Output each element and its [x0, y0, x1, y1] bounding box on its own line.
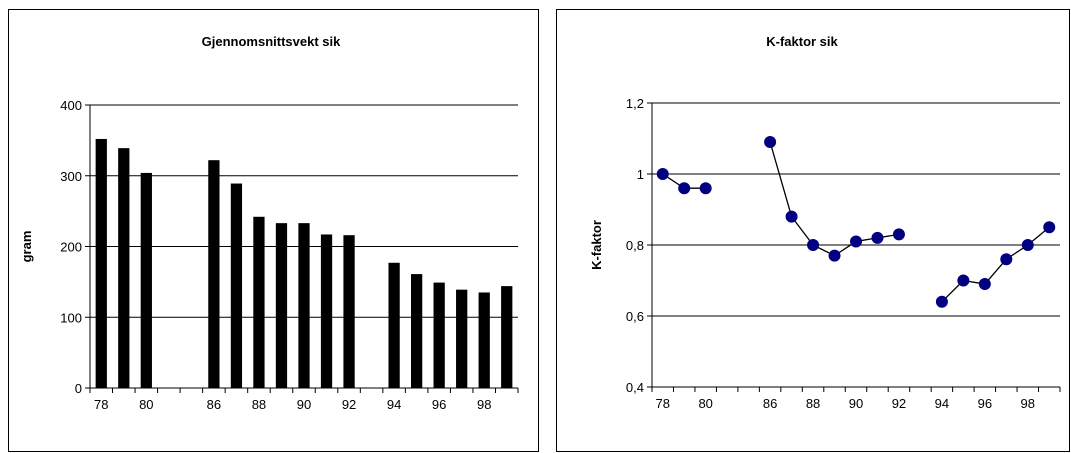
x-tick-label: 78	[94, 397, 108, 412]
x-tick-label: 86	[763, 396, 777, 411]
x-tick-label: 78	[656, 396, 670, 411]
y-tick-label: 200	[60, 240, 82, 255]
bar-80	[140, 172, 152, 388]
point-89	[828, 249, 841, 262]
bar-94	[388, 262, 400, 388]
point-92	[892, 228, 905, 241]
point-88	[807, 239, 820, 251]
bar-96	[433, 282, 445, 388]
avg-weight-chart: Gjennomsnittsvekt sik 0 100 200 300 400 78 80 86…	[19, 34, 519, 412]
chart-panel-k-factor: K-faktor sik 0,4 0,6 0,8 1 1,2 78 80 86 88 90 92 94 9…	[556, 9, 1070, 452]
x-tick-label: 80	[139, 397, 153, 412]
series-line-segment	[769, 141, 793, 217]
x-tick-label: 98	[1021, 396, 1035, 411]
bar-98	[478, 292, 490, 388]
point-90	[850, 235, 862, 248]
chart-title: Gjennomsnittsvekt sik	[202, 34, 341, 49]
point-91	[871, 231, 884, 244]
point-86	[764, 136, 777, 149]
bar-86	[208, 160, 220, 388]
bar-92	[343, 235, 355, 388]
y-axis-label: K-faktor	[589, 220, 604, 270]
point-98	[1021, 239, 1034, 251]
bar-95	[411, 274, 423, 388]
point-80	[699, 182, 712, 195]
y-axis-label: gram	[19, 231, 34, 263]
bar-91	[320, 234, 333, 388]
x-tick-label: 98	[477, 397, 491, 412]
bar-99	[501, 286, 513, 388]
y-tick-label: 300	[60, 169, 82, 184]
x-tick-label: 94	[387, 397, 401, 412]
point-87	[785, 210, 798, 223]
x-tick-label: 92	[342, 397, 356, 412]
bar-97	[456, 289, 468, 388]
x-tick-label: 94	[935, 396, 949, 411]
point-79	[678, 182, 691, 195]
y-tick-label: 0,4	[626, 380, 644, 395]
x-tick-label: 96	[978, 396, 992, 411]
y-tick-label: 0,8	[626, 238, 644, 253]
point-94	[935, 295, 948, 308]
y-tick-label: 0	[75, 381, 82, 396]
point-97	[1000, 253, 1013, 266]
chart-panel-avg-weight: Gjennomsnittsvekt sik 0 100 200 300 400 78 80 86…	[8, 9, 539, 452]
x-tick-label: 88	[252, 397, 266, 412]
x-tick-label: 86	[207, 397, 221, 412]
point-78	[656, 168, 669, 180]
x-tick-label: 90	[297, 397, 311, 412]
point-99	[1043, 221, 1056, 234]
k-factor-chart: K-faktor sik 0,4 0,6 0,8 1 1,2 78 80 86 88 90 92 94 9…	[589, 34, 1061, 411]
point-95	[957, 274, 970, 287]
bar-79	[118, 148, 130, 388]
chart-title: K-faktor sik	[766, 34, 838, 49]
x-tick-label: 88	[806, 396, 820, 411]
x-tick-label: 92	[892, 396, 906, 411]
x-tick-label: 80	[698, 396, 712, 411]
x-tick-label: 96	[432, 397, 446, 412]
y-tick-label: 100	[60, 310, 82, 325]
bar-88	[253, 216, 265, 388]
y-tick-label: 0,6	[626, 309, 644, 324]
y-tick-label: 1	[637, 167, 644, 182]
bar-90	[298, 223, 310, 388]
point-96	[978, 278, 991, 291]
x-tick-label: 90	[849, 396, 863, 411]
bar-89	[275, 223, 288, 388]
bar-87	[230, 183, 243, 388]
y-tick-label: 1,2	[626, 96, 644, 111]
bar-78	[95, 138, 107, 388]
y-tick-label: 400	[60, 98, 82, 113]
